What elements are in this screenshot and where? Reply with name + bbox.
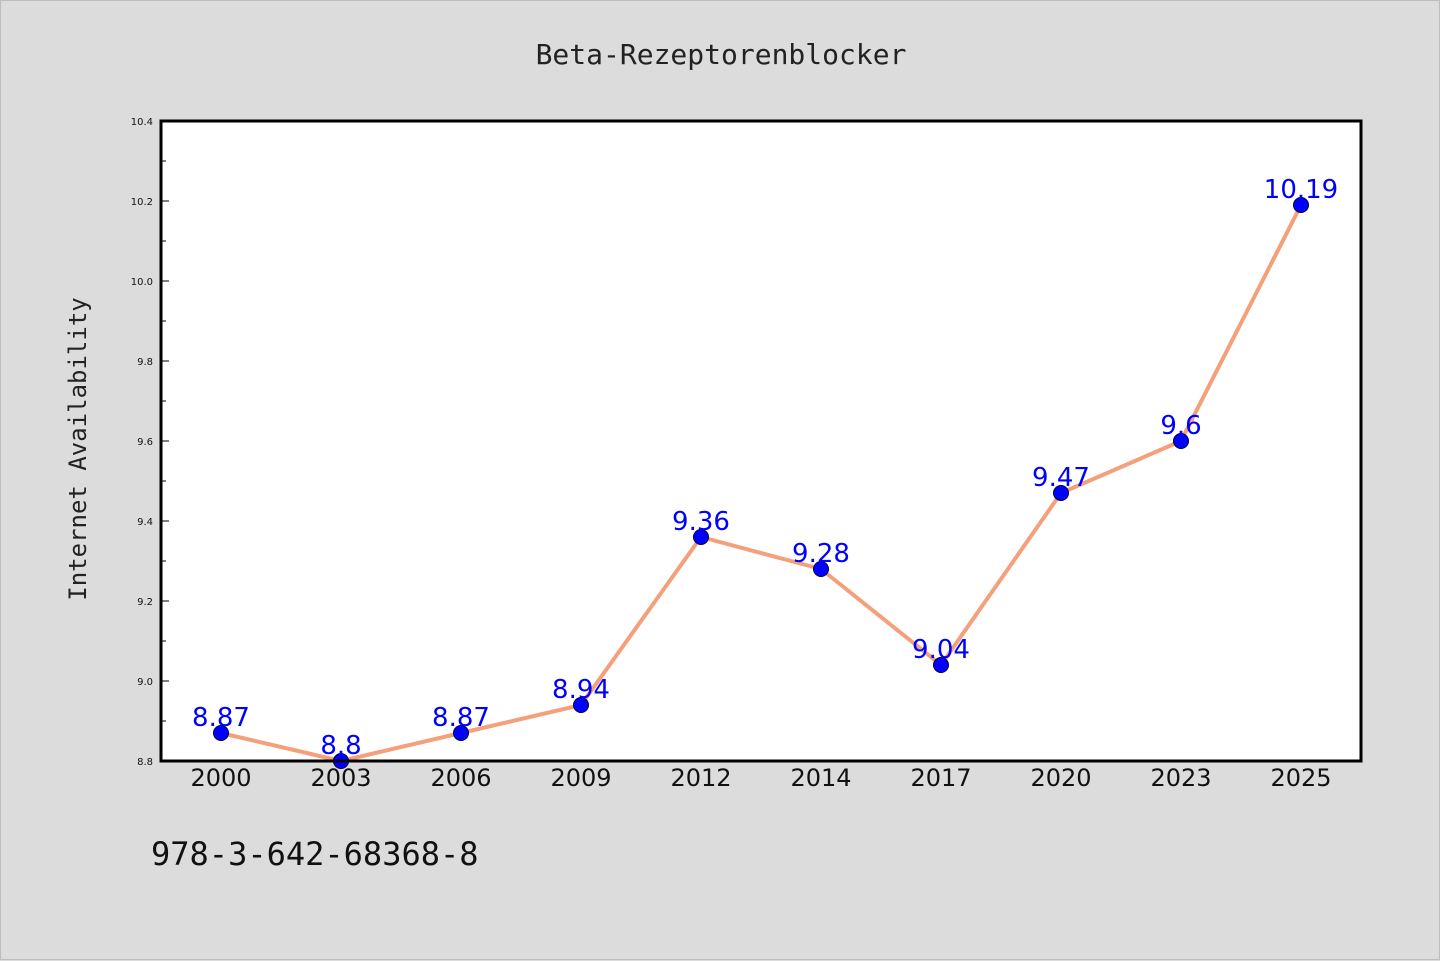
data-point <box>693 529 709 545</box>
x-tick-label: 2017 <box>910 764 971 792</box>
y-tick-label: 10.4 <box>131 117 153 128</box>
data-label: 8.87 <box>192 703 250 733</box>
x-tick-label: 2020 <box>1030 764 1091 792</box>
data-point <box>1293 197 1309 213</box>
data-label: 8.8 <box>320 731 361 761</box>
y-tick-label: 8.8 <box>137 757 153 768</box>
plot-area <box>161 121 1361 761</box>
x-tick-label: 2023 <box>1150 764 1211 792</box>
x-tick-label: 2009 <box>550 764 611 792</box>
data-label: 10.19 <box>1264 175 1338 205</box>
data-point <box>573 697 589 713</box>
y-tick-label: 10.0 <box>131 277 153 288</box>
series-line <box>219 203 1303 763</box>
data-label: 9.47 <box>1032 463 1090 493</box>
y-axis-label: Internet Availability <box>64 297 92 600</box>
y-tick-label: 9.2 <box>137 597 153 608</box>
plot-frame <box>159 119 1363 763</box>
data-point <box>933 657 949 673</box>
data-label: 9.6 <box>1160 411 1201 441</box>
y-tick-label: 9.4 <box>137 517 153 528</box>
y-tick-label: 9.8 <box>137 357 153 368</box>
footer-code: 978-3-642-68368-8 <box>151 835 479 873</box>
x-tick-label: 2000 <box>190 764 251 792</box>
data-point <box>1053 485 1069 501</box>
series-group: 8.87 8.8 8.87 8.94 9.36 9.28 9.04 9.47 9.6 10.19 <box>192 175 1338 769</box>
data-label: 9.36 <box>672 507 730 537</box>
x-tick-label: 2014 <box>790 764 851 792</box>
data-point <box>1173 433 1189 449</box>
y-tick-label: 9.0 <box>137 677 153 688</box>
data-point <box>813 561 829 577</box>
x-tick-label: 2006 <box>430 764 491 792</box>
x-tick-label: 2012 <box>670 764 731 792</box>
data-label: 8.94 <box>552 675 610 705</box>
chart-title: Beta-Rezeptorenblocker <box>536 38 907 71</box>
data-label: 8.87 <box>432 703 490 733</box>
data-label: 9.04 <box>912 635 970 665</box>
x-tick-label: 2025 <box>1270 764 1331 792</box>
y-tick-label: 9.6 <box>137 437 153 448</box>
data-label: 9.28 <box>792 539 850 569</box>
data-point <box>453 725 469 741</box>
y-tick-label: 10.2 <box>131 197 153 208</box>
data-point <box>213 725 229 741</box>
